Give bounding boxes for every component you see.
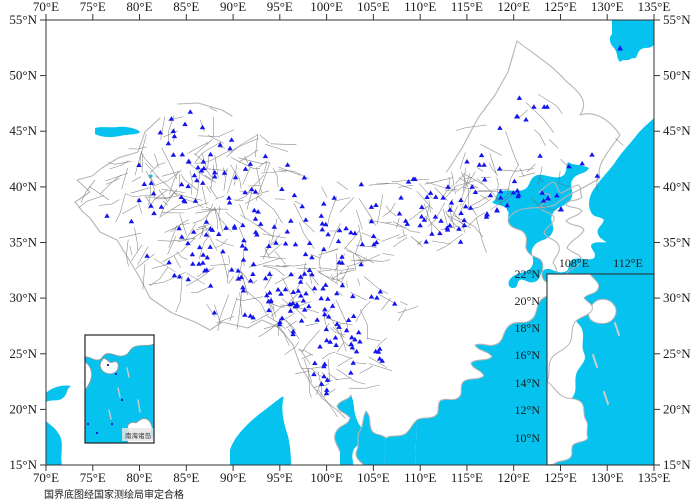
- svg-text:85°E: 85°E: [173, 0, 199, 14]
- svg-text:95°E: 95°E: [267, 0, 293, 14]
- svg-text:40°N: 40°N: [663, 179, 691, 194]
- svg-text:110°E: 110°E: [404, 0, 436, 14]
- svg-text:85°E: 85°E: [173, 470, 199, 485]
- svg-text:20°N: 20°N: [515, 294, 541, 308]
- svg-text:20°N: 20°N: [663, 401, 691, 416]
- svg-text:80°E: 80°E: [126, 0, 152, 14]
- svg-text:18°N: 18°N: [515, 321, 541, 335]
- svg-text:22°N: 22°N: [515, 267, 541, 281]
- svg-text:20°N: 20°N: [9, 401, 37, 416]
- svg-text:125°E: 125°E: [544, 470, 577, 485]
- svg-text:75°E: 75°E: [80, 470, 106, 485]
- svg-text:35°N: 35°N: [9, 235, 37, 250]
- svg-text:40°N: 40°N: [9, 179, 37, 194]
- svg-text:16°N: 16°N: [515, 348, 541, 362]
- svg-text:90°E: 90°E: [220, 0, 246, 14]
- svg-text:100°E: 100°E: [310, 0, 343, 14]
- svg-text:15°N: 15°N: [9, 457, 37, 472]
- svg-text:105°E: 105°E: [357, 0, 390, 14]
- svg-text:55°N: 55°N: [9, 12, 37, 27]
- svg-text:130°E: 130°E: [591, 470, 624, 485]
- svg-text:115°E: 115°E: [451, 470, 483, 485]
- svg-text:45°N: 45°N: [9, 123, 37, 138]
- svg-text:120°E: 120°E: [497, 470, 530, 485]
- svg-text:10°N: 10°N: [515, 431, 541, 445]
- svg-text:130°E: 130°E: [591, 0, 624, 14]
- svg-text:70°E: 70°E: [33, 470, 59, 485]
- svg-text:135°E: 135°E: [638, 470, 671, 485]
- svg-text:14°N: 14°N: [515, 376, 541, 390]
- svg-text:15°N: 15°N: [663, 457, 691, 472]
- svg-text:108°E: 108°E: [559, 256, 589, 270]
- svg-text:50°N: 50°N: [9, 68, 37, 83]
- svg-text:35°N: 35°N: [663, 235, 691, 250]
- svg-text:112°E: 112°E: [613, 256, 643, 270]
- svg-text:30°N: 30°N: [9, 290, 37, 305]
- svg-text:25°N: 25°N: [663, 346, 691, 361]
- svg-text:30°N: 30°N: [663, 290, 691, 305]
- svg-text:南海诸岛: 南海诸岛: [125, 431, 151, 440]
- svg-text:12°N: 12°N: [515, 403, 541, 417]
- svg-text:110°E: 110°E: [404, 470, 436, 485]
- svg-text:120°E: 120°E: [497, 0, 530, 14]
- svg-text:105°E: 105°E: [357, 470, 390, 485]
- svg-text:95°E: 95°E: [267, 470, 293, 485]
- svg-text:45°N: 45°N: [663, 123, 691, 138]
- svg-text:25°N: 25°N: [9, 346, 37, 361]
- svg-text:75°E: 75°E: [80, 0, 106, 14]
- svg-text:100°E: 100°E: [310, 470, 343, 485]
- svg-text:90°E: 90°E: [220, 470, 246, 485]
- svg-text:50°N: 50°N: [663, 68, 691, 83]
- svg-text:125°E: 125°E: [544, 0, 577, 14]
- svg-text:80°E: 80°E: [126, 470, 152, 485]
- svg-text:115°E: 115°E: [451, 0, 483, 14]
- svg-text:55°N: 55°N: [663, 12, 691, 27]
